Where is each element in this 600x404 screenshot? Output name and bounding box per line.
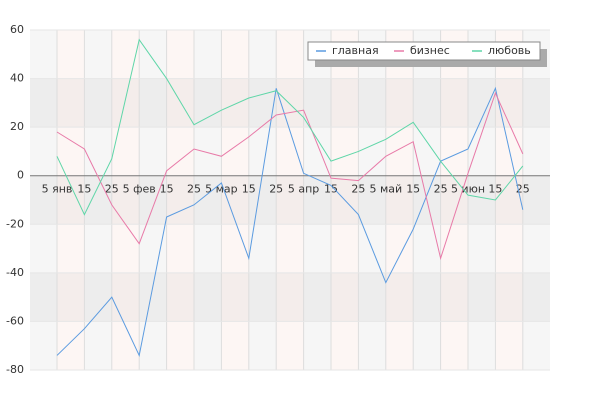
column-band	[358, 30, 386, 370]
y-tick-label: 0	[17, 169, 24, 182]
series-line	[56, 86, 524, 358]
x-tick-label: 5 фев	[123, 183, 156, 196]
x-tick-label: 25	[434, 183, 448, 196]
x-tick-label: 15	[406, 183, 420, 196]
column-band	[111, 30, 140, 370]
y-tick-label: -80	[6, 363, 24, 376]
x-tick-label: 25	[105, 183, 119, 196]
x-tick-label: 25	[351, 183, 365, 196]
legend-label: главная	[332, 44, 379, 57]
x-tick-label: 5 янв	[42, 183, 73, 196]
legend-label: любовь	[488, 44, 531, 57]
column-band	[57, 30, 85, 370]
legend-label: бизнес	[410, 44, 450, 57]
x-tick-label: 25	[187, 183, 201, 196]
x-tick-label: 15	[77, 183, 91, 196]
column-band	[303, 30, 331, 370]
column-band	[522, 30, 550, 370]
column-band	[194, 30, 222, 370]
column-band	[248, 30, 277, 370]
column-band	[30, 30, 57, 370]
x-tick-label: 5 мар	[205, 183, 238, 196]
x-tick-label: 5 июн	[451, 183, 485, 196]
y-tick-label: -60	[6, 314, 24, 327]
column-band	[440, 30, 468, 370]
column-band	[276, 30, 304, 370]
x-tick-label: 15	[324, 183, 338, 196]
x-tick-label: 25	[269, 183, 283, 196]
series-line	[56, 91, 524, 261]
legend-box	[307, 41, 541, 61]
x-tick-label: 15	[488, 183, 502, 196]
series-line	[56, 38, 524, 216]
column-band	[495, 30, 523, 370]
x-tick-label: 5 апр	[288, 183, 319, 196]
column-band	[385, 30, 414, 370]
y-tick-label: -40	[6, 266, 24, 279]
column-band	[221, 30, 249, 370]
x-tick-label: 5 май	[369, 183, 402, 196]
row-band	[30, 79, 550, 128]
y-tick-label: 40	[10, 72, 24, 85]
y-tick-label: -20	[6, 217, 24, 230]
column-band	[139, 30, 167, 370]
x-tick-label: 15	[160, 183, 174, 196]
row-band	[30, 273, 550, 322]
y-tick-label: 20	[10, 120, 24, 133]
y-tick-label: 60	[10, 23, 24, 36]
x-tick-label: 15	[242, 183, 256, 196]
column-band	[468, 30, 496, 370]
